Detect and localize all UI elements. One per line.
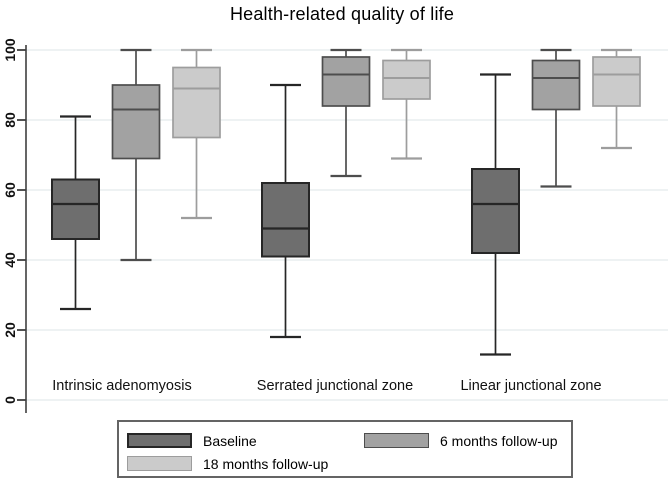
y-tick-label-60: 60 <box>2 182 18 198</box>
legend-label-baseline: Baseline <box>203 432 257 449</box>
chart-title: Health-related quality of life <box>229 4 455 24</box>
box-g1-s1-iqr <box>51 178 100 240</box>
box-g2-s3-iqr <box>382 59 431 100</box>
legend-label-18-months: 18 months follow-up <box>203 455 329 472</box>
box-g3-s2-iqr <box>531 59 581 111</box>
legend-swatch-6-months <box>364 433 429 448</box>
legend: Baseline 6 months follow-up 18 months fo… <box>117 420 573 478</box>
legend-item-18-months: 18 months follow-up <box>127 456 364 472</box>
box-g3-s1-iqr <box>471 168 520 254</box>
y-tick-label-40: 40 <box>2 252 18 268</box>
y-tick-label-20: 20 <box>2 322 18 338</box>
y-tick-label-0: 0 <box>2 396 18 404</box>
boxplot-svg: 0 20 40 60 80 100 Intrinsic adenomyosis Serrate… <box>2 38 668 413</box>
box-g1-s3-iqr <box>172 66 221 139</box>
box-g3-s3-iqr <box>592 56 641 107</box>
legend-swatch-18-months <box>127 456 192 471</box>
group-label-2: Serrated junctional zone <box>257 378 413 394</box>
y-tick-label-100: 100 <box>2 38 18 62</box>
legend-swatch-baseline <box>127 433 192 448</box>
legend-label-6-months: 6 months follow-up <box>440 432 558 449</box>
legend-item-6-months: 6 months follow-up <box>364 433 558 449</box>
group-label-1: Intrinsic adenomyosis <box>52 378 191 394</box>
box-g1-s2-iqr <box>111 84 161 160</box>
box-g2-s1-iqr <box>261 182 310 258</box>
legend-item-baseline: Baseline <box>127 433 364 449</box>
legend-row-1: Baseline 6 months follow-up <box>127 429 571 452</box>
group-label-3: Linear junctional zone <box>460 378 601 394</box>
y-tick-label-80: 80 <box>2 112 18 128</box>
box-g2-s2-iqr <box>321 56 371 107</box>
legend-row-2: 18 months follow-up <box>127 452 571 475</box>
